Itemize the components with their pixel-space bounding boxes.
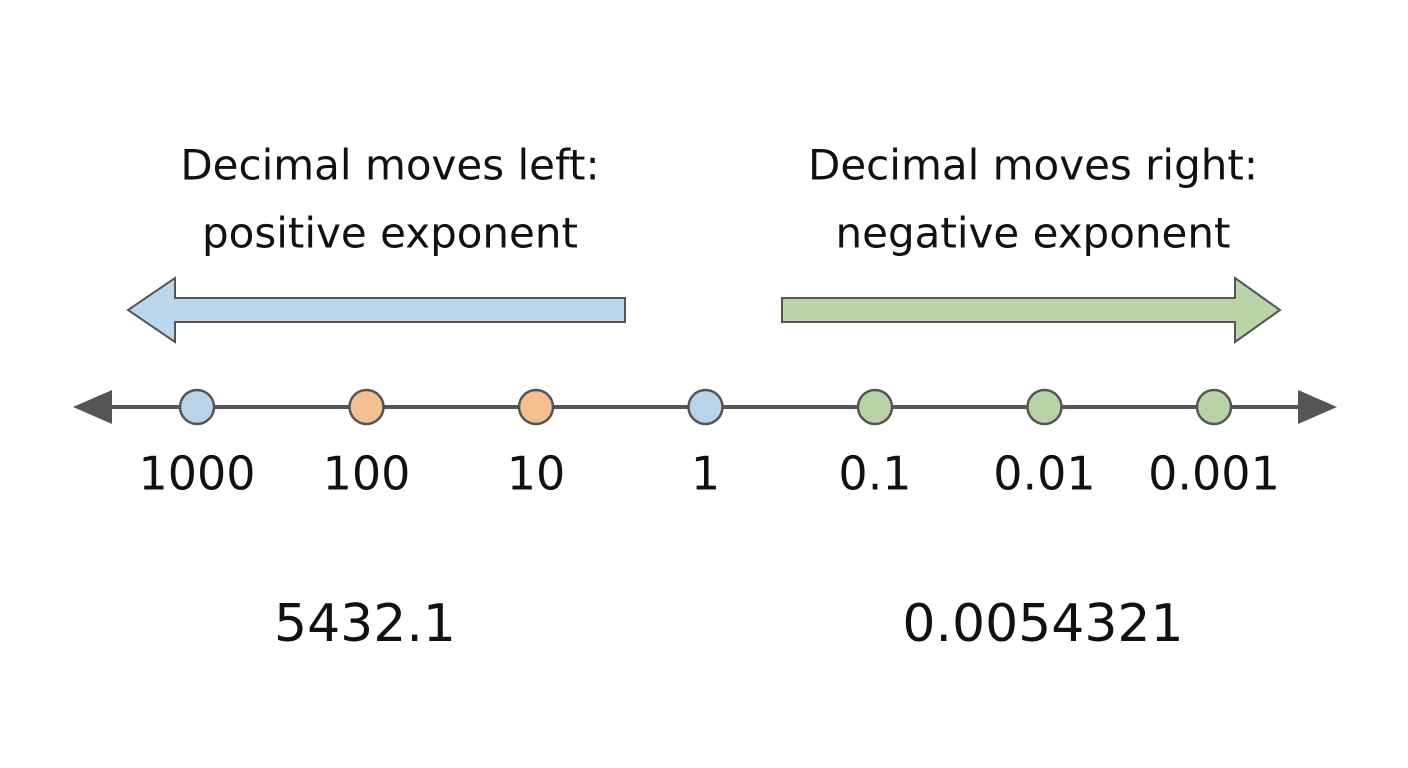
left-heading: Decimal moves left: — [180, 141, 599, 190]
point — [856, 388, 894, 426]
right-heading: negative exponent — [836, 209, 1231, 258]
point-label: 0.01 — [993, 447, 1095, 501]
example-left: 5432.1 — [274, 594, 456, 654]
axis-arrowhead — [1298, 390, 1337, 424]
points: 1000 100 10 1 0.1 0.01 0.001 — [138, 388, 1280, 501]
point-label: 1 — [691, 447, 720, 501]
point-label: 0.1 — [838, 447, 911, 501]
point-label: 100 — [323, 447, 411, 501]
right-arrow — [781, 276, 1282, 344]
point — [687, 388, 724, 426]
point-label: 1000 — [138, 447, 255, 501]
right-heading: Decimal moves right: — [808, 141, 1258, 190]
point — [348, 388, 385, 426]
point-label: 10 — [507, 447, 566, 501]
point — [1195, 388, 1233, 426]
point-label: 0.001 — [1148, 447, 1280, 501]
left-arrow — [126, 276, 626, 344]
axis-arrowhead — [73, 390, 112, 424]
example-right: 0.0054321 — [902, 594, 1183, 654]
point — [178, 388, 216, 426]
point — [517, 388, 555, 426]
left-heading: positive exponent — [202, 209, 578, 258]
point — [1026, 388, 1063, 426]
